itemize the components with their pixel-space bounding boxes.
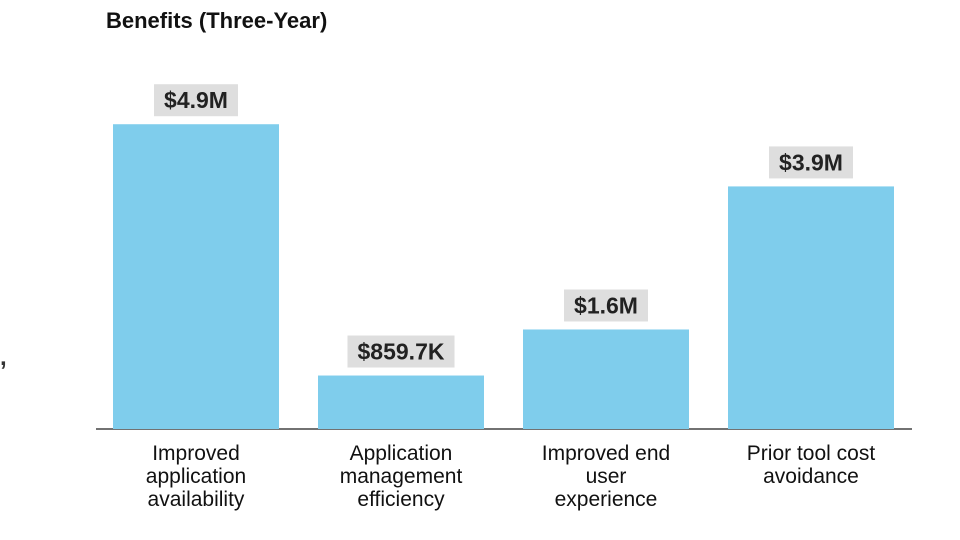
bar-0 bbox=[113, 124, 279, 429]
chart-title: Benefits (Three-Year) bbox=[106, 8, 328, 33]
data-label-bg-0 bbox=[154, 84, 238, 117]
bar-1 bbox=[318, 375, 484, 429]
data-label-2: $1.6M bbox=[574, 292, 638, 318]
bar-3 bbox=[728, 186, 894, 429]
category-label-0: Improved application availability bbox=[145, 442, 247, 511]
category-label-1: Application management efficiency bbox=[339, 442, 463, 511]
bar-2 bbox=[523, 329, 689, 429]
data-label-1: $859.7K bbox=[358, 339, 445, 365]
data-label-bg-3 bbox=[769, 146, 853, 179]
category-label-3: Prior tool cost avoidance bbox=[746, 442, 876, 488]
stray-comma: , bbox=[0, 344, 7, 371]
data-label-bg-2 bbox=[564, 289, 648, 322]
data-label-3: $3.9M bbox=[779, 149, 843, 175]
data-label-0: $4.9M bbox=[164, 87, 228, 113]
category-label-2: Improved end user experience bbox=[541, 442, 671, 511]
data-label-bg-1 bbox=[347, 335, 455, 368]
